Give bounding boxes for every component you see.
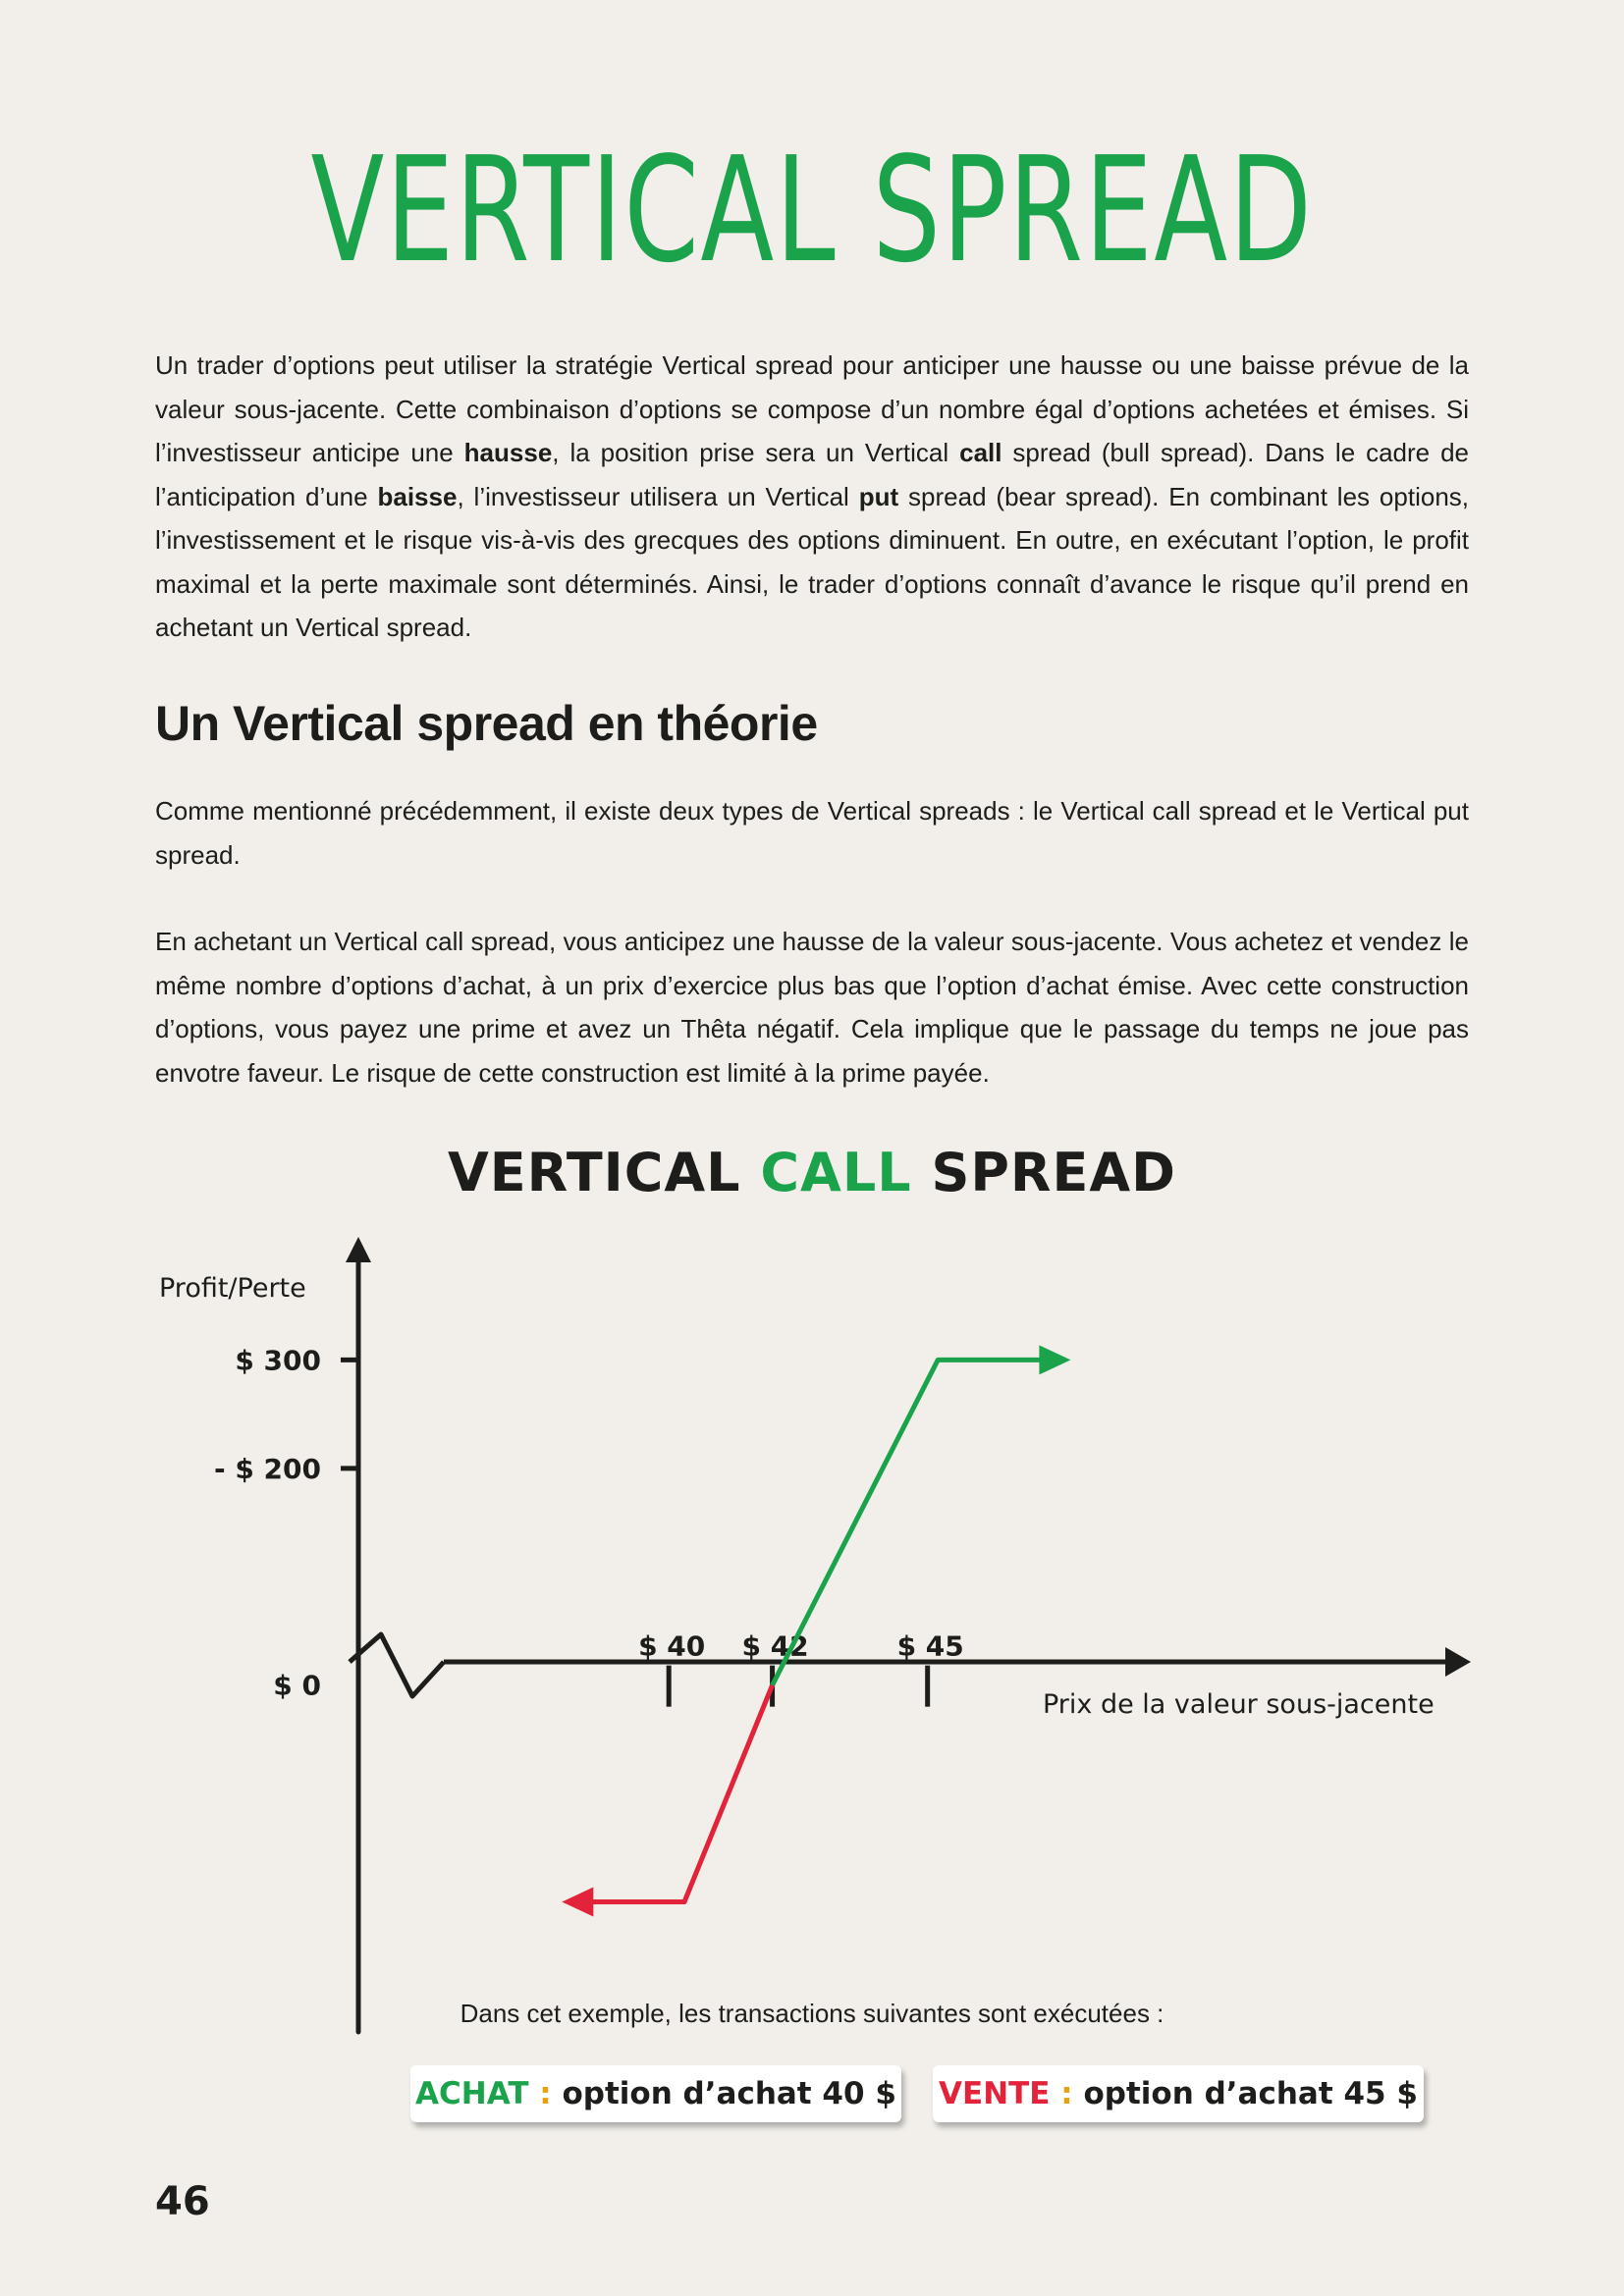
call-spread-paragraph: En achetant un Vertical call spread, vou… xyxy=(155,927,1469,1088)
sell-colon: : xyxy=(1060,2076,1073,2111)
series-line-perte xyxy=(575,1683,775,1904)
types-paragraph: Comme mentionné précédemment, il existe … xyxy=(155,796,1469,870)
chart-title-part: VERTICAL xyxy=(447,1142,761,1203)
sell-keyword: VENTE xyxy=(939,2076,1051,2111)
y-tick-label: $ 0 xyxy=(273,1670,321,1702)
y-axis-arrow xyxy=(346,1237,371,1262)
buy-tag: ACHAT : option d’achat 40 $ xyxy=(410,2065,901,2122)
x-axis-squiggle xyxy=(348,1631,446,1699)
intro-text: , la position prise sera un Vertical xyxy=(552,438,960,467)
buy-keyword: ACHAT xyxy=(415,2076,529,2111)
x-axis-label: Prix de la valeur sous-jacente xyxy=(1043,1689,1435,1720)
intro-text: spread (bull spread). Dans le cadre de l… xyxy=(155,438,1470,511)
intro-text: , l’investisseur utilisera un Vertical xyxy=(457,481,859,511)
sell-tag: VENTE : option d’achat 45 $ xyxy=(933,2065,1424,2122)
section-heading: Un Vertical spread en théorie xyxy=(155,696,818,751)
x-axis-arrow xyxy=(1445,1647,1471,1677)
emphasis-call: call xyxy=(959,438,1002,467)
intro-text: spread (bear spread). En combinant les o… xyxy=(155,481,1469,643)
caption: Dans cet exemple, les transactions suiva… xyxy=(460,1999,1164,2028)
y-axis-label: Profit/Perte xyxy=(159,1273,306,1304)
buy-colon: : xyxy=(539,2076,552,2111)
x-tick-label: $ 45 xyxy=(897,1630,964,1663)
intro-text: Un trader d’options peut utiliser la str… xyxy=(155,350,1469,467)
page-title: VERTICAL SPREAD xyxy=(310,126,1314,294)
payoff-chart: $ 40 $ 42 $ 45$ 300$ 0- $ 200 Profit/Perte… xyxy=(159,1237,1471,2035)
emphasis-baisse: baisse xyxy=(377,481,458,511)
emphasis-hausse: hausse xyxy=(463,438,553,467)
sell-text: option d’achat 45 $ xyxy=(1083,2076,1418,2111)
buy-text: option d’achat 40 $ xyxy=(562,2076,896,2111)
intro-paragraph: Un trader d’options peut utiliser la str… xyxy=(155,344,1469,650)
emphasis-put: put xyxy=(858,481,899,511)
x-tick-label: $ 40 xyxy=(638,1630,705,1663)
y-tick-label: - $ 200 xyxy=(214,1453,321,1485)
series-arrow-perte xyxy=(562,1887,594,1917)
page-number: 46 xyxy=(155,2179,210,2224)
y-tick-label: $ 300 xyxy=(235,1344,321,1376)
series-line-profit xyxy=(770,1357,1057,1686)
series-arrow-profit xyxy=(1039,1345,1071,1375)
chart-title-part: SPREAD xyxy=(911,1142,1176,1203)
chart-title-call: CALL xyxy=(760,1142,912,1203)
chart-title: VERTICAL CALL SPREAD xyxy=(0,1147,1624,1200)
